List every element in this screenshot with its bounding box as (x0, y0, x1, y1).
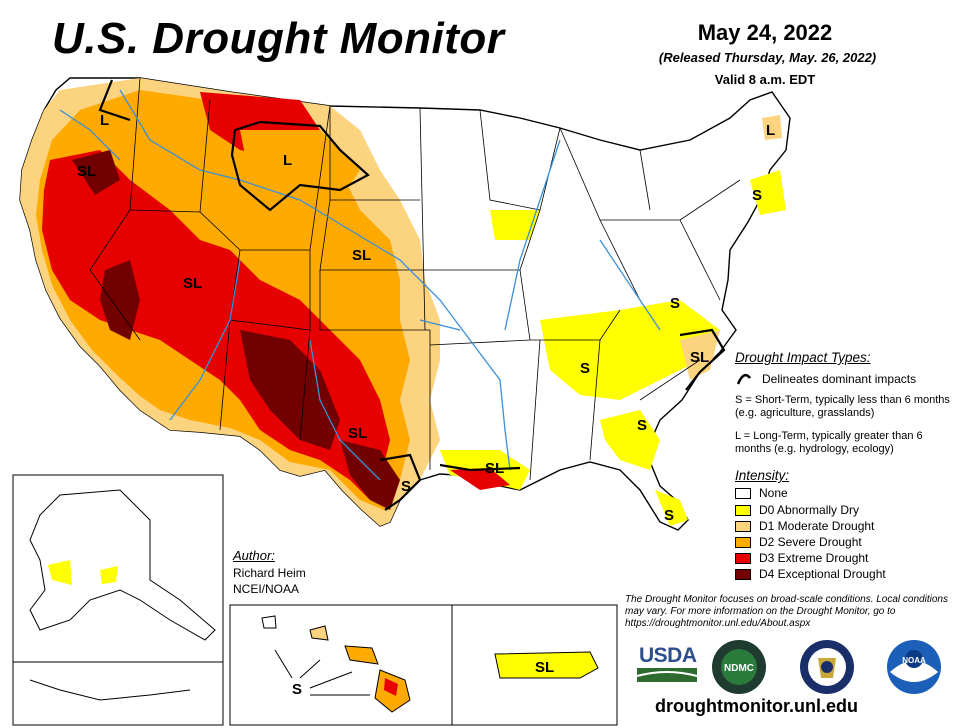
release-date: (Released Thursday, May. 26, 2022) (658, 50, 877, 65)
valid-time: Valid 8 a.m. EDT (714, 72, 816, 87)
d4-patch-oregon (72, 150, 120, 195)
map-label-sl-plains: SL (352, 247, 371, 264)
east-d1-maine (762, 115, 782, 140)
puertorico-inset-frame (451, 604, 618, 726)
legend-label-d1: D1 Moderate Drought (759, 519, 875, 533)
legend-label-d3: D3 Extreme Drought (759, 551, 869, 565)
alaska-d0 (48, 560, 72, 585)
hawaii-maui (344, 645, 379, 665)
legend-row-d1: D1 Moderate Drought (735, 519, 874, 533)
east-d0-florida (655, 490, 688, 526)
noaa-logo: NOAA (887, 640, 941, 694)
map-label-l-northwest: L (100, 112, 109, 129)
alaska-shape (29, 489, 216, 641)
gulf-d3 (450, 468, 510, 490)
legend-swatch-d0 (735, 504, 751, 516)
disclaimer-note: The Drought Monitor focuses on broad-sca… (625, 594, 948, 629)
legend-swatch-none (735, 487, 751, 499)
noaa-logo-text: NOAA (902, 656, 926, 665)
east-d0-newengland (750, 170, 786, 215)
legend-row-d4: D4 Exceptional Drought (735, 567, 886, 581)
impact-types-heading: Drought Impact Types: (735, 350, 871, 365)
map-label-sl-oregon: SL (77, 163, 96, 180)
impact-line-swatch (736, 373, 751, 385)
map-label-sl-texas: SL (348, 425, 367, 442)
legend-swatch-d1 (735, 520, 751, 532)
map-label-s-texas: S (401, 478, 411, 495)
legend-row-d0: D0 Abnormally Dry (735, 503, 859, 517)
hawaii-oahu (309, 625, 329, 641)
map-label-l-montana: L (283, 152, 292, 169)
author-heading: Author: (233, 548, 275, 563)
author-name: Richard Heim (233, 566, 306, 580)
map-label-s-georgia: S (637, 417, 647, 434)
ndmc-logo-text: NDMC (724, 663, 754, 674)
map-label-sl-puertorico: SL (535, 659, 554, 676)
intensity-heading: Intensity: (735, 468, 790, 483)
map-label-s-tennessee: S (580, 360, 590, 377)
impact-long-term-text: L = Long-Term, typically greater than 6 … (735, 430, 923, 455)
alaska-inset-frame (12, 474, 224, 726)
map-label-sl-utah: SL (183, 275, 202, 292)
legend-swatch-d2 (735, 536, 751, 548)
rivers (59, 89, 661, 481)
east-d0-southeast (600, 410, 660, 470)
ndmc-logo: NDMC (712, 640, 766, 694)
d4-patch-nevada (100, 260, 140, 340)
legend-row-d2: D2 Severe Drought (735, 535, 862, 549)
legend-label-d0: D0 Abnormally Dry (759, 503, 860, 517)
east-d0-iowa (490, 210, 540, 240)
map-label-s-florida: S (664, 507, 674, 524)
legend-swatch-d4 (735, 568, 751, 580)
impact-lines (98, 79, 726, 511)
map-label-s-hawaii: S (292, 681, 302, 698)
legend-row-none: None (735, 486, 788, 500)
usda-logo (636, 668, 698, 682)
website-link[interactable]: droughtmonitor.unl.edu (655, 696, 858, 716)
east-d0-midatlantic (540, 300, 720, 400)
legend-row-d3: D3 Extreme Drought (735, 551, 868, 565)
hawaii-kauai (261, 615, 277, 629)
d4-patch-southwest (240, 330, 340, 450)
map-label-sl-gulf: SL (485, 460, 504, 477)
legend-swatch-d3 (735, 552, 751, 564)
puertorico-shape (494, 651, 599, 679)
page-title: U.S. Drought Monitor (52, 14, 505, 63)
alaska-d0-south (100, 566, 118, 584)
state-boundaries (89, 77, 741, 481)
impact-short-term-text: S = Short-Term, typically less than 6 mo… (735, 394, 950, 419)
impact-delineates-text: Delineates dominant impacts (762, 372, 917, 386)
d4-patch-texas (340, 440, 400, 510)
east-d1-carolina (680, 330, 720, 380)
author-org: NCEI/NOAA (233, 582, 300, 596)
legend-label-none: None (759, 486, 788, 500)
legend-label-d2: D2 Severe Drought (759, 535, 862, 549)
map-label-s-virginia: S (670, 295, 680, 312)
commerce-logo (800, 640, 854, 694)
hawaii-big-d3 (384, 678, 398, 696)
usda-logo-text: USDA (639, 644, 697, 667)
map-label-s-newengland: S (752, 187, 762, 204)
map-label-sl-carolina: SL (690, 349, 709, 366)
hawaii-pointers (274, 649, 370, 696)
map-date: May 24, 2022 (697, 20, 833, 45)
map-label-l-maine: L (766, 122, 775, 139)
alaska-aleutians (29, 679, 191, 701)
legend-label-d4: D4 Exceptional Drought (759, 567, 886, 581)
